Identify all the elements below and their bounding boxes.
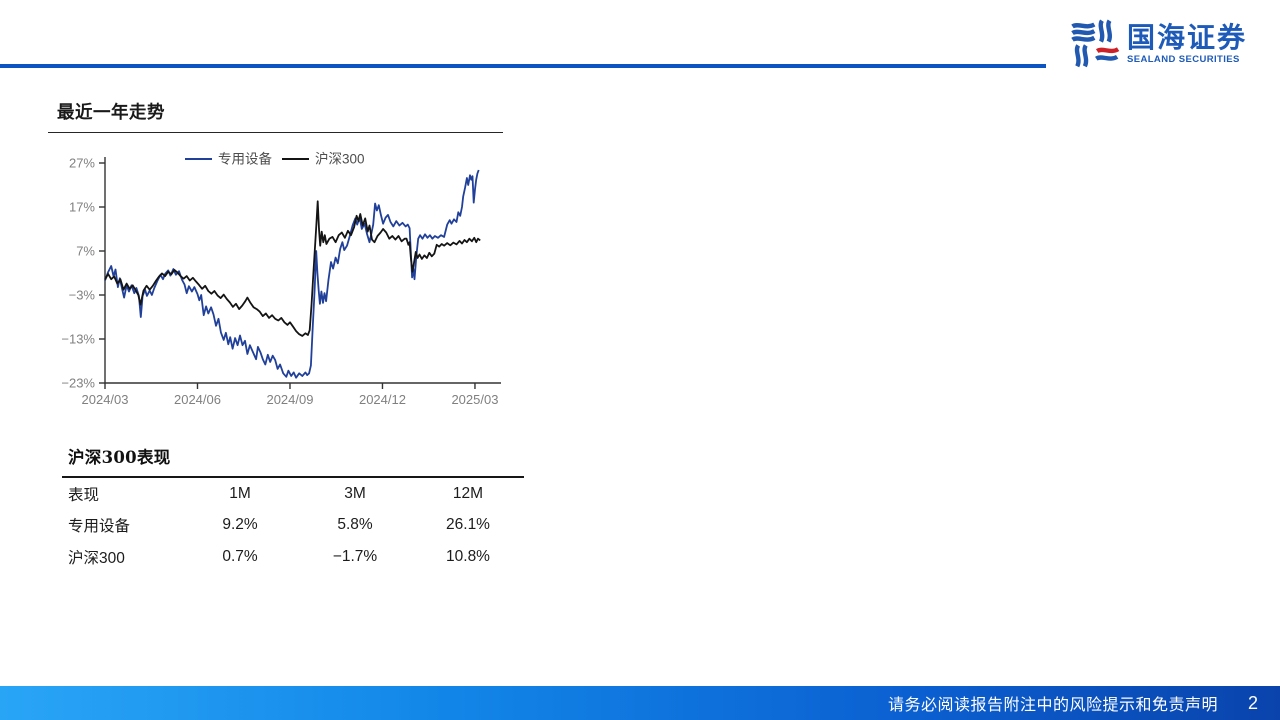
svg-text:7%: 7%	[76, 244, 95, 259]
svg-text:2024/06: 2024/06	[174, 392, 221, 407]
table-header-1m: 1M	[229, 484, 251, 502]
performance-table-title: 沪深300表现	[68, 448, 171, 467]
footer-disclaimer: 请务必阅读报告附注中的风险提示和免责声明	[887, 697, 1218, 714]
performance-table-divider	[62, 476, 524, 478]
value-1m: 9.2%	[222, 516, 258, 533]
svg-text:2024/12: 2024/12	[359, 392, 406, 407]
value-1m: 0.7%	[222, 548, 258, 565]
performance-table: 表现 1M 3M 12M 专用设备 9.2% 5.8% 26.1% 沪深300 …	[62, 478, 524, 573]
svg-text:2024/09: 2024/09	[266, 392, 313, 407]
value-3m: −1.7%	[332, 548, 378, 565]
performance-table-section: 沪深300表现 表现 1M 3M 12M 专用设备 9.2% 5.8% 26.1…	[62, 444, 524, 573]
trend-section-title: 最近一年走势	[57, 102, 165, 122]
svg-text:2024/03: 2024/03	[82, 392, 129, 407]
brand-text: 国海证券 SEALAND SECURITIES	[1127, 15, 1248, 66]
sealand-logo-icon	[1071, 19, 1120, 68]
row-label: 专用设备	[68, 518, 131, 535]
value-12m: 10.8%	[446, 548, 490, 565]
table-header-row: 表现 1M 3M 12M	[62, 478, 524, 509]
svg-text:27%: 27%	[69, 156, 95, 171]
table-header-12m: 12M	[452, 484, 484, 502]
svg-text:−3%: −3%	[69, 288, 96, 303]
table-row: 沪深300 0.7% −1.7% 10.8%	[62, 541, 524, 573]
svg-text:−23%: −23%	[61, 376, 95, 391]
trend-section-header: 最近一年走势	[48, 99, 503, 133]
svg-text:2025/03: 2025/03	[451, 392, 498, 407]
svg-text:17%: 17%	[69, 200, 95, 215]
table-header-metric: 表现	[68, 486, 100, 504]
value-3m: 5.8%	[337, 516, 373, 533]
footer-bar: 请务必阅读报告附注中的风险提示和免责声明 2	[0, 686, 1280, 720]
brand-name-en: SEALAND SECURITIES	[1127, 54, 1240, 66]
svg-text:沪深300: 沪深300	[315, 152, 365, 167]
table-header-3m: 3M	[344, 484, 366, 502]
svg-text:−13%: −13%	[61, 332, 95, 347]
page-number: 2	[1247, 692, 1258, 713]
brand-logo: 国海证券 SEALAND SECURITIES	[1063, 15, 1247, 72]
row-label: 沪深300	[68, 550, 125, 567]
svg-text:专用设备: 专用设备	[218, 151, 272, 167]
trend-section-divider	[48, 132, 503, 133]
table-row: 专用设备 9.2% 5.8% 26.1%	[62, 509, 524, 541]
brand-name-cn: 国海证券	[1127, 22, 1248, 53]
trend-line-chart: 27% 17% 7% −3% −13% −23%2024/03 2024/06 2024/09…	[61, 151, 501, 407]
value-12m: 26.1%	[446, 516, 490, 533]
header-rule	[0, 64, 1046, 68]
